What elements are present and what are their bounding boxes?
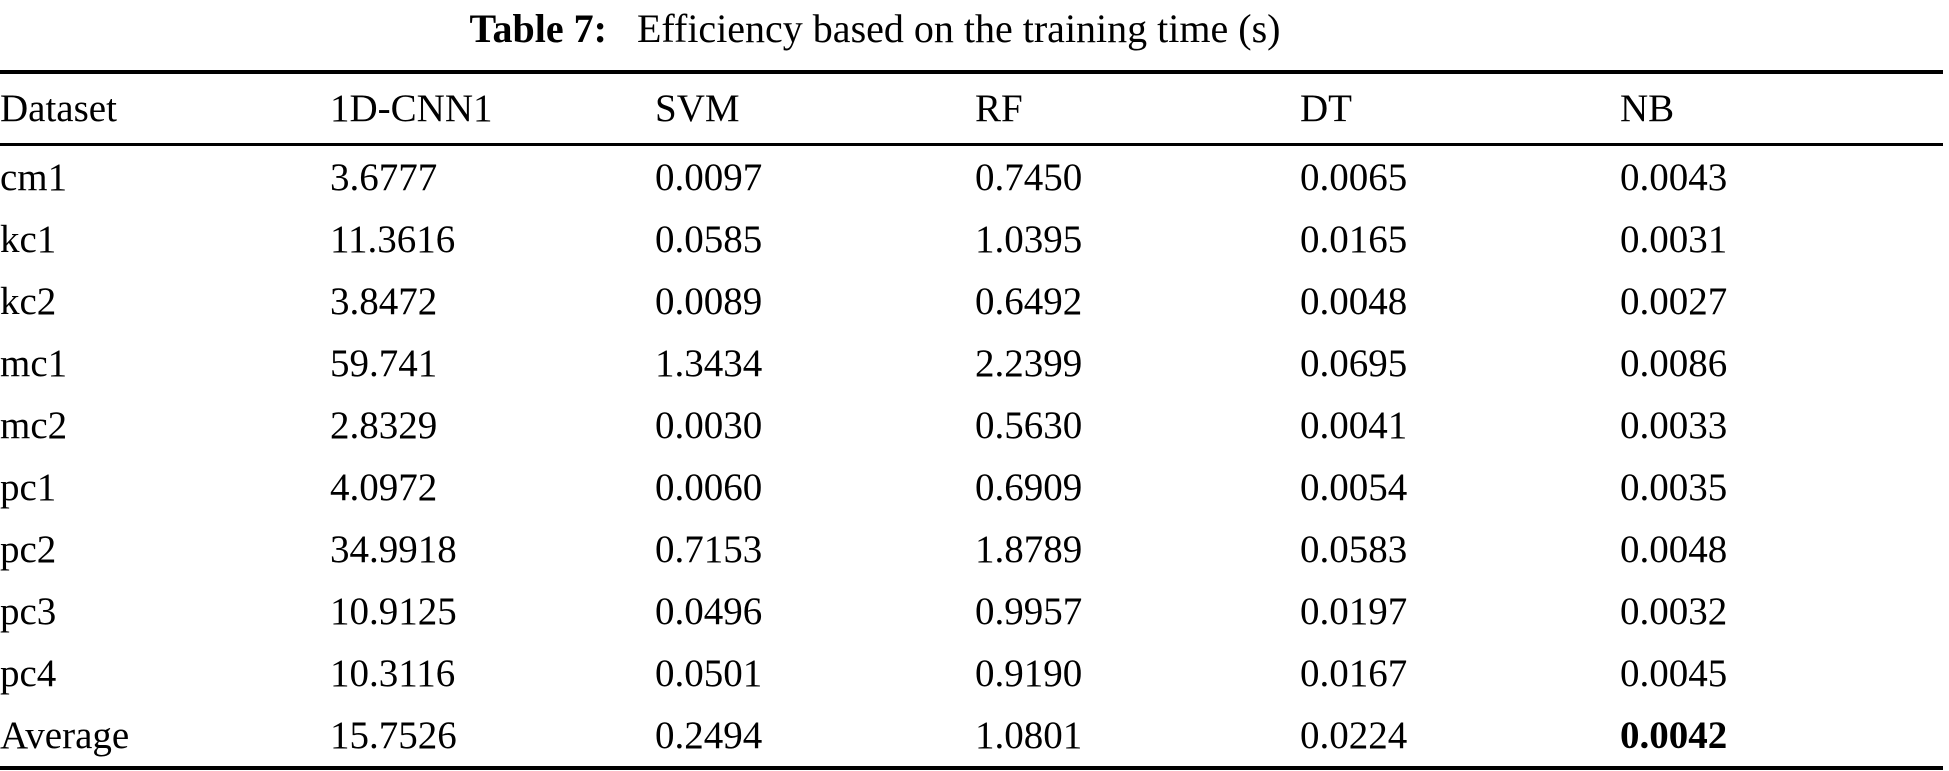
row-value: 0.0197 xyxy=(1300,589,1408,633)
column-header-svm: SVM xyxy=(655,72,975,146)
row-value: 0.9190 xyxy=(975,651,1083,695)
row-value: 0.2494 xyxy=(655,713,763,757)
table-row: mc2 2.8329 0.0030 0.5630 0.0041 0.0033 xyxy=(0,394,1943,456)
row-value: 0.0043 xyxy=(1620,155,1728,199)
row-value: 0.0042 xyxy=(1620,713,1728,757)
header-row: Dataset 1D-CNN1 SVM RF DT NB xyxy=(0,72,1943,146)
row-dataset-label: pc1 xyxy=(0,465,57,509)
table-row: cm1 3.6777 0.0097 0.7450 0.0065 0.0043 xyxy=(0,145,1943,209)
row-value: 2.2399 xyxy=(975,341,1083,385)
row-value: 0.0165 xyxy=(1300,217,1408,261)
row-value: 0.0097 xyxy=(655,155,763,199)
row-value: 0.0027 xyxy=(1620,279,1728,323)
table-row: pc1 4.0972 0.0060 0.6909 0.0054 0.0035 xyxy=(0,456,1943,518)
row-value: 1.3434 xyxy=(655,341,763,385)
row-value: 0.0031 xyxy=(1620,217,1728,261)
row-value: 0.0167 xyxy=(1300,651,1408,695)
row-value: 0.0054 xyxy=(1300,465,1408,509)
row-value: 4.0972 xyxy=(330,465,438,509)
row-value: 0.0583 xyxy=(1300,527,1408,571)
column-header-1d-cnn1: 1D-CNN1 xyxy=(330,72,655,146)
row-value: 0.0695 xyxy=(1300,341,1408,385)
row-dataset-label: pc4 xyxy=(0,651,57,695)
row-value: 0.0048 xyxy=(1300,279,1408,323)
row-value: 0.0032 xyxy=(1620,589,1728,633)
row-value: 0.0501 xyxy=(655,651,763,695)
row-value: 0.0496 xyxy=(655,589,763,633)
table-header: Dataset 1D-CNN1 SVM RF DT NB xyxy=(0,72,1943,146)
caption-spacer xyxy=(617,6,627,51)
column-header-rf: RF xyxy=(975,72,1300,146)
row-value: 0.0030 xyxy=(655,403,763,447)
row-value: 0.0048 xyxy=(1620,527,1728,571)
row-value: 0.0035 xyxy=(1620,465,1728,509)
row-value: 1.0801 xyxy=(975,713,1083,757)
row-value: 11.3616 xyxy=(330,217,456,261)
row-dataset-label: kc1 xyxy=(0,217,57,261)
row-dataset-label: mc1 xyxy=(0,341,68,385)
row-dataset-label: cm1 xyxy=(0,155,68,199)
table-row: mc1 59.741 1.3434 2.2399 0.0695 0.0086 xyxy=(0,332,1943,394)
row-value: 0.0041 xyxy=(1300,403,1408,447)
table-row: pc2 34.9918 0.7153 1.8789 0.0583 0.0048 xyxy=(0,518,1943,580)
row-value: 15.7526 xyxy=(330,713,457,757)
table-body: cm1 3.6777 0.0097 0.7450 0.0065 0.0043 kc1 11.3… xyxy=(0,145,1943,769)
row-dataset-label: pc3 xyxy=(0,589,57,633)
column-header-nb: NB xyxy=(1620,72,1943,146)
table-row: pc4 10.3116 0.0501 0.9190 0.0167 0.0045 xyxy=(0,642,1943,704)
row-value: 10.3116 xyxy=(330,651,456,695)
column-header-dt: DT xyxy=(1300,72,1620,146)
row-dataset-label: Average xyxy=(0,713,130,757)
row-value: 0.0045 xyxy=(1620,651,1728,695)
row-dataset-label: kc2 xyxy=(0,279,57,323)
table-caption-label: Table 7: xyxy=(469,6,607,51)
row-value: 2.8329 xyxy=(330,403,438,447)
row-value: 0.7153 xyxy=(655,527,763,571)
row-value: 0.7450 xyxy=(975,155,1083,199)
row-value: 3.8472 xyxy=(330,279,438,323)
row-value: 0.0224 xyxy=(1300,713,1408,757)
table-row: kc2 3.8472 0.0089 0.6492 0.0048 0.0027 xyxy=(0,270,1943,332)
row-value: 3.6777 xyxy=(330,155,438,199)
table-row: kc1 11.3616 0.0585 1.0395 0.0165 0.0031 xyxy=(0,208,1943,270)
table-caption: Table 7: Efficiency based on the trainin… xyxy=(0,0,1750,70)
row-value: 0.0086 xyxy=(1620,341,1728,385)
row-value: 1.0395 xyxy=(975,217,1083,261)
table-row: pc3 10.9125 0.0496 0.9957 0.0197 0.0032 xyxy=(0,580,1943,642)
row-value: 0.0065 xyxy=(1300,155,1408,199)
row-value: 0.5630 xyxy=(975,403,1083,447)
row-value: 0.0060 xyxy=(655,465,763,509)
row-dataset-label: pc2 xyxy=(0,527,57,571)
row-value: 34.9918 xyxy=(330,527,457,571)
table-row: Average 15.7526 0.2494 1.0801 0.0224 0.0042 xyxy=(0,704,1943,768)
efficiency-table: Dataset 1D-CNN1 SVM RF DT NB cm1 3.6777 0.… xyxy=(0,70,1943,770)
table-caption-text: Efficiency based on the training time (s… xyxy=(636,6,1281,51)
row-value: 0.0585 xyxy=(655,217,763,261)
row-value: 1.8789 xyxy=(975,527,1083,571)
row-value: 0.0089 xyxy=(655,279,763,323)
row-value: 0.6492 xyxy=(975,279,1083,323)
row-value: 0.9957 xyxy=(975,589,1083,633)
column-header-dataset: Dataset xyxy=(0,72,330,146)
row-dataset-label: mc2 xyxy=(0,403,68,447)
row-value: 0.6909 xyxy=(975,465,1083,509)
row-value: 10.9125 xyxy=(330,589,457,633)
row-value: 59.741 xyxy=(330,341,438,385)
row-value: 0.0033 xyxy=(1620,403,1728,447)
